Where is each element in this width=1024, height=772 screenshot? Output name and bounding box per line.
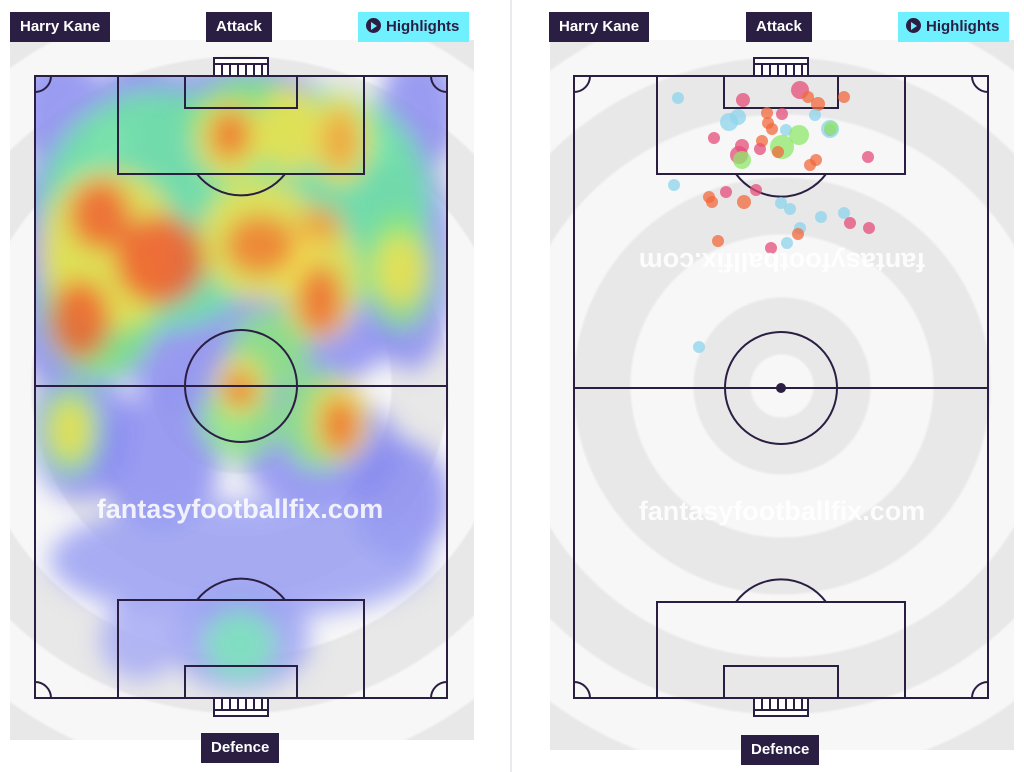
shot-marker <box>809 109 821 121</box>
shot-marker <box>863 222 875 234</box>
shot-marker <box>775 197 787 209</box>
play-circle-icon <box>366 18 381 33</box>
defence-label: Defence <box>201 733 280 763</box>
goal-top <box>753 57 809 77</box>
highlights-button-label: Highlights <box>386 18 460 35</box>
heatmap-panel: fantasyfootballfix.com Harry Kane Attack… <box>0 0 510 772</box>
heat-blob <box>100 600 180 680</box>
shot-marker <box>789 125 809 145</box>
goal-bottom <box>753 697 809 717</box>
heat-blob <box>210 110 250 160</box>
heat-blob <box>50 400 90 460</box>
shot-marker <box>708 132 720 144</box>
shot-marker <box>693 341 705 353</box>
shot-marker <box>781 237 793 249</box>
shot-marker <box>712 235 724 247</box>
play-circle-icon <box>906 18 921 33</box>
shot-map-pitch <box>550 40 1014 750</box>
shot-marker <box>668 179 680 191</box>
heat-blob <box>50 500 430 620</box>
shot-marker <box>776 108 788 120</box>
heat-blob <box>322 110 358 170</box>
shot-marker <box>844 217 856 229</box>
player-name-label: Harry Kane <box>549 12 650 42</box>
heatmap-layer <box>35 76 447 690</box>
center-spot <box>776 383 786 393</box>
attack-label: Attack <box>206 12 272 42</box>
shot-marker <box>815 211 827 223</box>
shot-marker <box>720 186 732 198</box>
shot-marker <box>780 124 792 136</box>
shot-marker <box>754 143 766 155</box>
shot-marker <box>811 97 825 111</box>
heat-blob <box>205 610 275 680</box>
shot-marker <box>838 207 850 219</box>
heat-blob <box>100 390 220 530</box>
shot-marker <box>784 203 796 215</box>
shot-marker <box>750 184 762 196</box>
highlights-button[interactable]: Highlights <box>358 12 470 42</box>
watermark: fantasyfootballfix.com <box>638 496 926 526</box>
shot-marker <box>838 91 850 103</box>
shot-marker <box>766 123 778 135</box>
shot-markers <box>668 81 875 353</box>
shot-marker <box>706 196 718 208</box>
shot-marker <box>761 107 773 119</box>
shot-marker <box>765 242 777 254</box>
shot-marker <box>792 228 804 240</box>
shot-marker <box>802 91 814 103</box>
heat-blob <box>70 180 130 250</box>
heat-blob <box>115 215 205 305</box>
panel-divider <box>510 0 512 772</box>
attack-label: Attack <box>746 12 812 42</box>
watermark-inverted: fantasyfootballfix.com <box>638 247 926 277</box>
shot-marker <box>736 93 750 107</box>
heat-blob <box>225 215 295 275</box>
goal-top <box>213 57 269 77</box>
shot-marker <box>733 151 751 169</box>
shot-marker <box>737 195 751 209</box>
watermark: fantasyfootballfix.com <box>96 494 384 524</box>
shot-map-panel: fantasyfootballfix.com fantasyfootballfi… <box>512 0 1024 772</box>
goal-bottom <box>213 697 269 717</box>
heat-blob <box>298 265 342 335</box>
highlights-button[interactable]: Highlights <box>898 12 1010 42</box>
shot-marker <box>810 154 822 166</box>
heat-blob <box>226 372 254 408</box>
heatmap-pitch <box>10 40 474 740</box>
shot-marker <box>862 151 874 163</box>
shot-marker <box>772 146 784 158</box>
shot-marker <box>730 109 746 125</box>
defence-label: Defence <box>741 735 820 765</box>
highlights-button-label: Highlights <box>926 18 1000 35</box>
player-name-label: Harry Kane <box>10 12 111 42</box>
heat-blob <box>375 235 425 305</box>
shot-marker <box>672 92 684 104</box>
shot-marker <box>824 121 838 135</box>
heat-blob <box>50 280 110 360</box>
heat-blob <box>322 397 358 453</box>
heat-blob <box>298 205 342 245</box>
